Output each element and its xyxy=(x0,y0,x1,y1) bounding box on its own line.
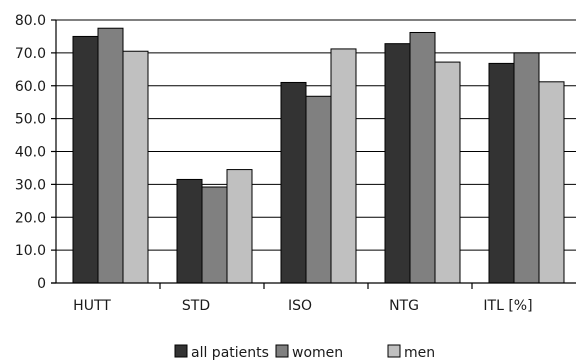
x-tick-labels: HUTT STD ISO NTG ITL [%] xyxy=(73,298,532,314)
legend-label: men xyxy=(404,345,435,361)
x-tick-label: HUTT xyxy=(73,298,111,314)
bar-women-2 xyxy=(305,95,332,284)
legend-swatch xyxy=(387,344,401,358)
bar-women-0 xyxy=(97,27,124,284)
bar-men-2 xyxy=(330,48,357,284)
bar-men-1 xyxy=(226,169,253,284)
bars xyxy=(72,27,565,284)
y-tick-label: 30.0 xyxy=(15,177,46,193)
legend-label: women xyxy=(292,345,343,361)
bar-women-4 xyxy=(513,52,540,284)
bar-all-patients-0 xyxy=(72,35,99,284)
y-tick-label: 40.0 xyxy=(15,145,46,161)
bar-all-patients-4 xyxy=(488,62,515,284)
legend-swatch xyxy=(174,344,188,358)
y-tick-label: 70.0 xyxy=(15,46,46,62)
y-tick-label: 20.0 xyxy=(15,210,46,226)
bar-men-0 xyxy=(122,50,149,284)
axes xyxy=(51,19,576,289)
y-tick-label: 10.0 xyxy=(15,243,46,259)
y-tick-label: 50.0 xyxy=(15,112,46,128)
bar-women-3 xyxy=(409,31,436,284)
bar-women-1 xyxy=(201,186,228,284)
bar-men-4 xyxy=(538,81,565,284)
x-tick-label: ISO xyxy=(288,298,312,314)
y-tick-label: 80.0 xyxy=(15,13,46,29)
bar-all-patients-3 xyxy=(384,43,411,284)
y-tick-label: 0 xyxy=(37,276,46,292)
x-tick-label: NTG xyxy=(389,298,419,314)
y-tick-label: 60.0 xyxy=(15,79,46,95)
bar-men-3 xyxy=(434,61,461,284)
y-tick-labels: 0 10.0 20.0 30.0 40.0 50.0 60.0 70.0 80.0 xyxy=(15,13,46,292)
x-tick-label: ITL [%] xyxy=(483,298,532,314)
legend: all patients women men xyxy=(174,344,435,361)
legend-label: all patients xyxy=(191,345,269,361)
x-tick-label: STD xyxy=(182,298,210,314)
bar-all-patients-1 xyxy=(176,178,203,284)
legend-swatch xyxy=(275,344,289,358)
bar-all-patients-2 xyxy=(280,81,307,284)
